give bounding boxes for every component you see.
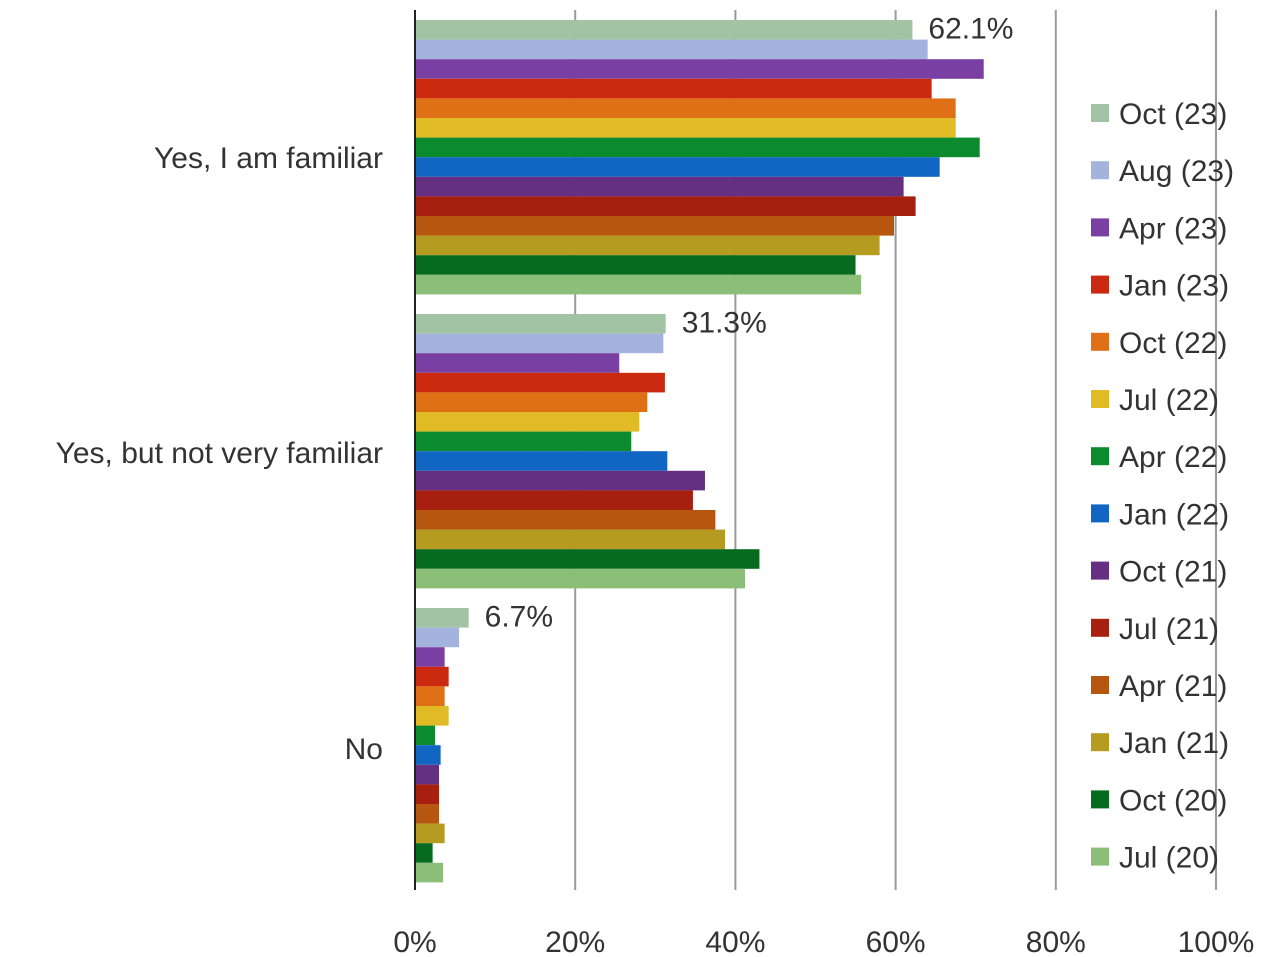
bar (415, 59, 984, 79)
bars (415, 20, 984, 883)
legend-label: Jan (23) (1119, 270, 1229, 303)
bar (415, 137, 980, 158)
bar (415, 274, 862, 295)
bar (415, 470, 705, 491)
legend-swatch (1091, 332, 1109, 351)
legend-label: Jan (22) (1119, 498, 1229, 531)
legend-swatch (1091, 504, 1109, 523)
bar (415, 314, 666, 334)
bar (415, 529, 725, 550)
data-label: 6.7% (485, 601, 553, 634)
legend-label: Oct (21) (1119, 556, 1227, 589)
category-label: Yes, but not very familiar (56, 437, 383, 470)
bar (415, 784, 440, 804)
bar (415, 235, 880, 256)
x-tick-label: 40% (705, 926, 765, 957)
x-tick-label: 60% (866, 926, 926, 957)
legend-swatch (1091, 161, 1109, 180)
legend-label: Oct (23) (1119, 98, 1227, 131)
bar (415, 706, 449, 726)
category-label: Yes, I am familiar (154, 142, 383, 175)
bar (415, 333, 664, 354)
legend-swatch (1091, 218, 1109, 237)
legend-label: Jul (21) (1119, 613, 1219, 646)
bar (415, 608, 469, 628)
legend-label: Aug (23) (1119, 155, 1234, 188)
bar (415, 804, 440, 824)
bar (415, 431, 632, 452)
legend-swatch (1091, 733, 1109, 752)
legend-swatch (1091, 275, 1109, 294)
legend-swatch (1091, 561, 1109, 580)
legend-label: Jul (22) (1119, 384, 1219, 417)
legend-label: Oct (22) (1119, 327, 1227, 360)
bar (415, 412, 640, 432)
bar (415, 843, 433, 863)
x-tick-label: 80% (1026, 926, 1086, 957)
bar (415, 745, 441, 765)
legend-swatch (1091, 104, 1109, 122)
bar (415, 157, 940, 177)
legend-label: Jan (21) (1119, 727, 1229, 760)
legend-swatch (1091, 390, 1109, 408)
legend-swatch (1091, 676, 1109, 694)
bar (415, 392, 648, 412)
bar (415, 118, 956, 138)
legend-swatch (1091, 447, 1109, 466)
data-label: 62.1% (928, 13, 1013, 46)
bar (415, 78, 932, 99)
legend-label: Jul (20) (1119, 842, 1219, 875)
bar (415, 627, 460, 648)
bar (415, 764, 440, 785)
bar (415, 98, 956, 118)
bar (415, 568, 746, 589)
legend-label: Apr (21) (1119, 670, 1227, 703)
bar (415, 20, 913, 40)
legend-label: Oct (20) (1119, 784, 1227, 817)
bar (415, 216, 894, 236)
bar (415, 510, 716, 530)
x-tick-label: 0% (393, 926, 436, 957)
x-tick-label: 100% (1178, 926, 1255, 957)
bar (415, 196, 916, 216)
bar (415, 647, 445, 667)
bar (415, 666, 449, 687)
bar (415, 353, 620, 373)
labels: 0% 20% 40% 60% 80% 100% 62.1% 31.3% 6.7% Yes, I a… (56, 13, 1255, 957)
legend-label: Apr (23) (1119, 212, 1227, 245)
bar (415, 549, 760, 569)
bar (415, 255, 856, 275)
data-label: 31.3% (682, 307, 767, 340)
legend-swatch (1091, 618, 1109, 637)
bar (415, 490, 693, 510)
bar (415, 372, 665, 393)
legend-swatch (1091, 847, 1109, 866)
bar (415, 862, 444, 883)
legend-swatch (1091, 790, 1109, 809)
bar (415, 176, 904, 197)
bar (415, 725, 436, 746)
bar (415, 451, 668, 471)
bar (415, 39, 928, 60)
legend: Oct (23) Aug (23) Apr (23) Jan (23) Oct (22)… (1091, 98, 1234, 875)
bar (415, 823, 445, 844)
bar (415, 686, 445, 706)
legend-label: Apr (22) (1119, 441, 1227, 474)
category-label: No (345, 733, 383, 766)
x-tick-label: 20% (545, 926, 605, 957)
